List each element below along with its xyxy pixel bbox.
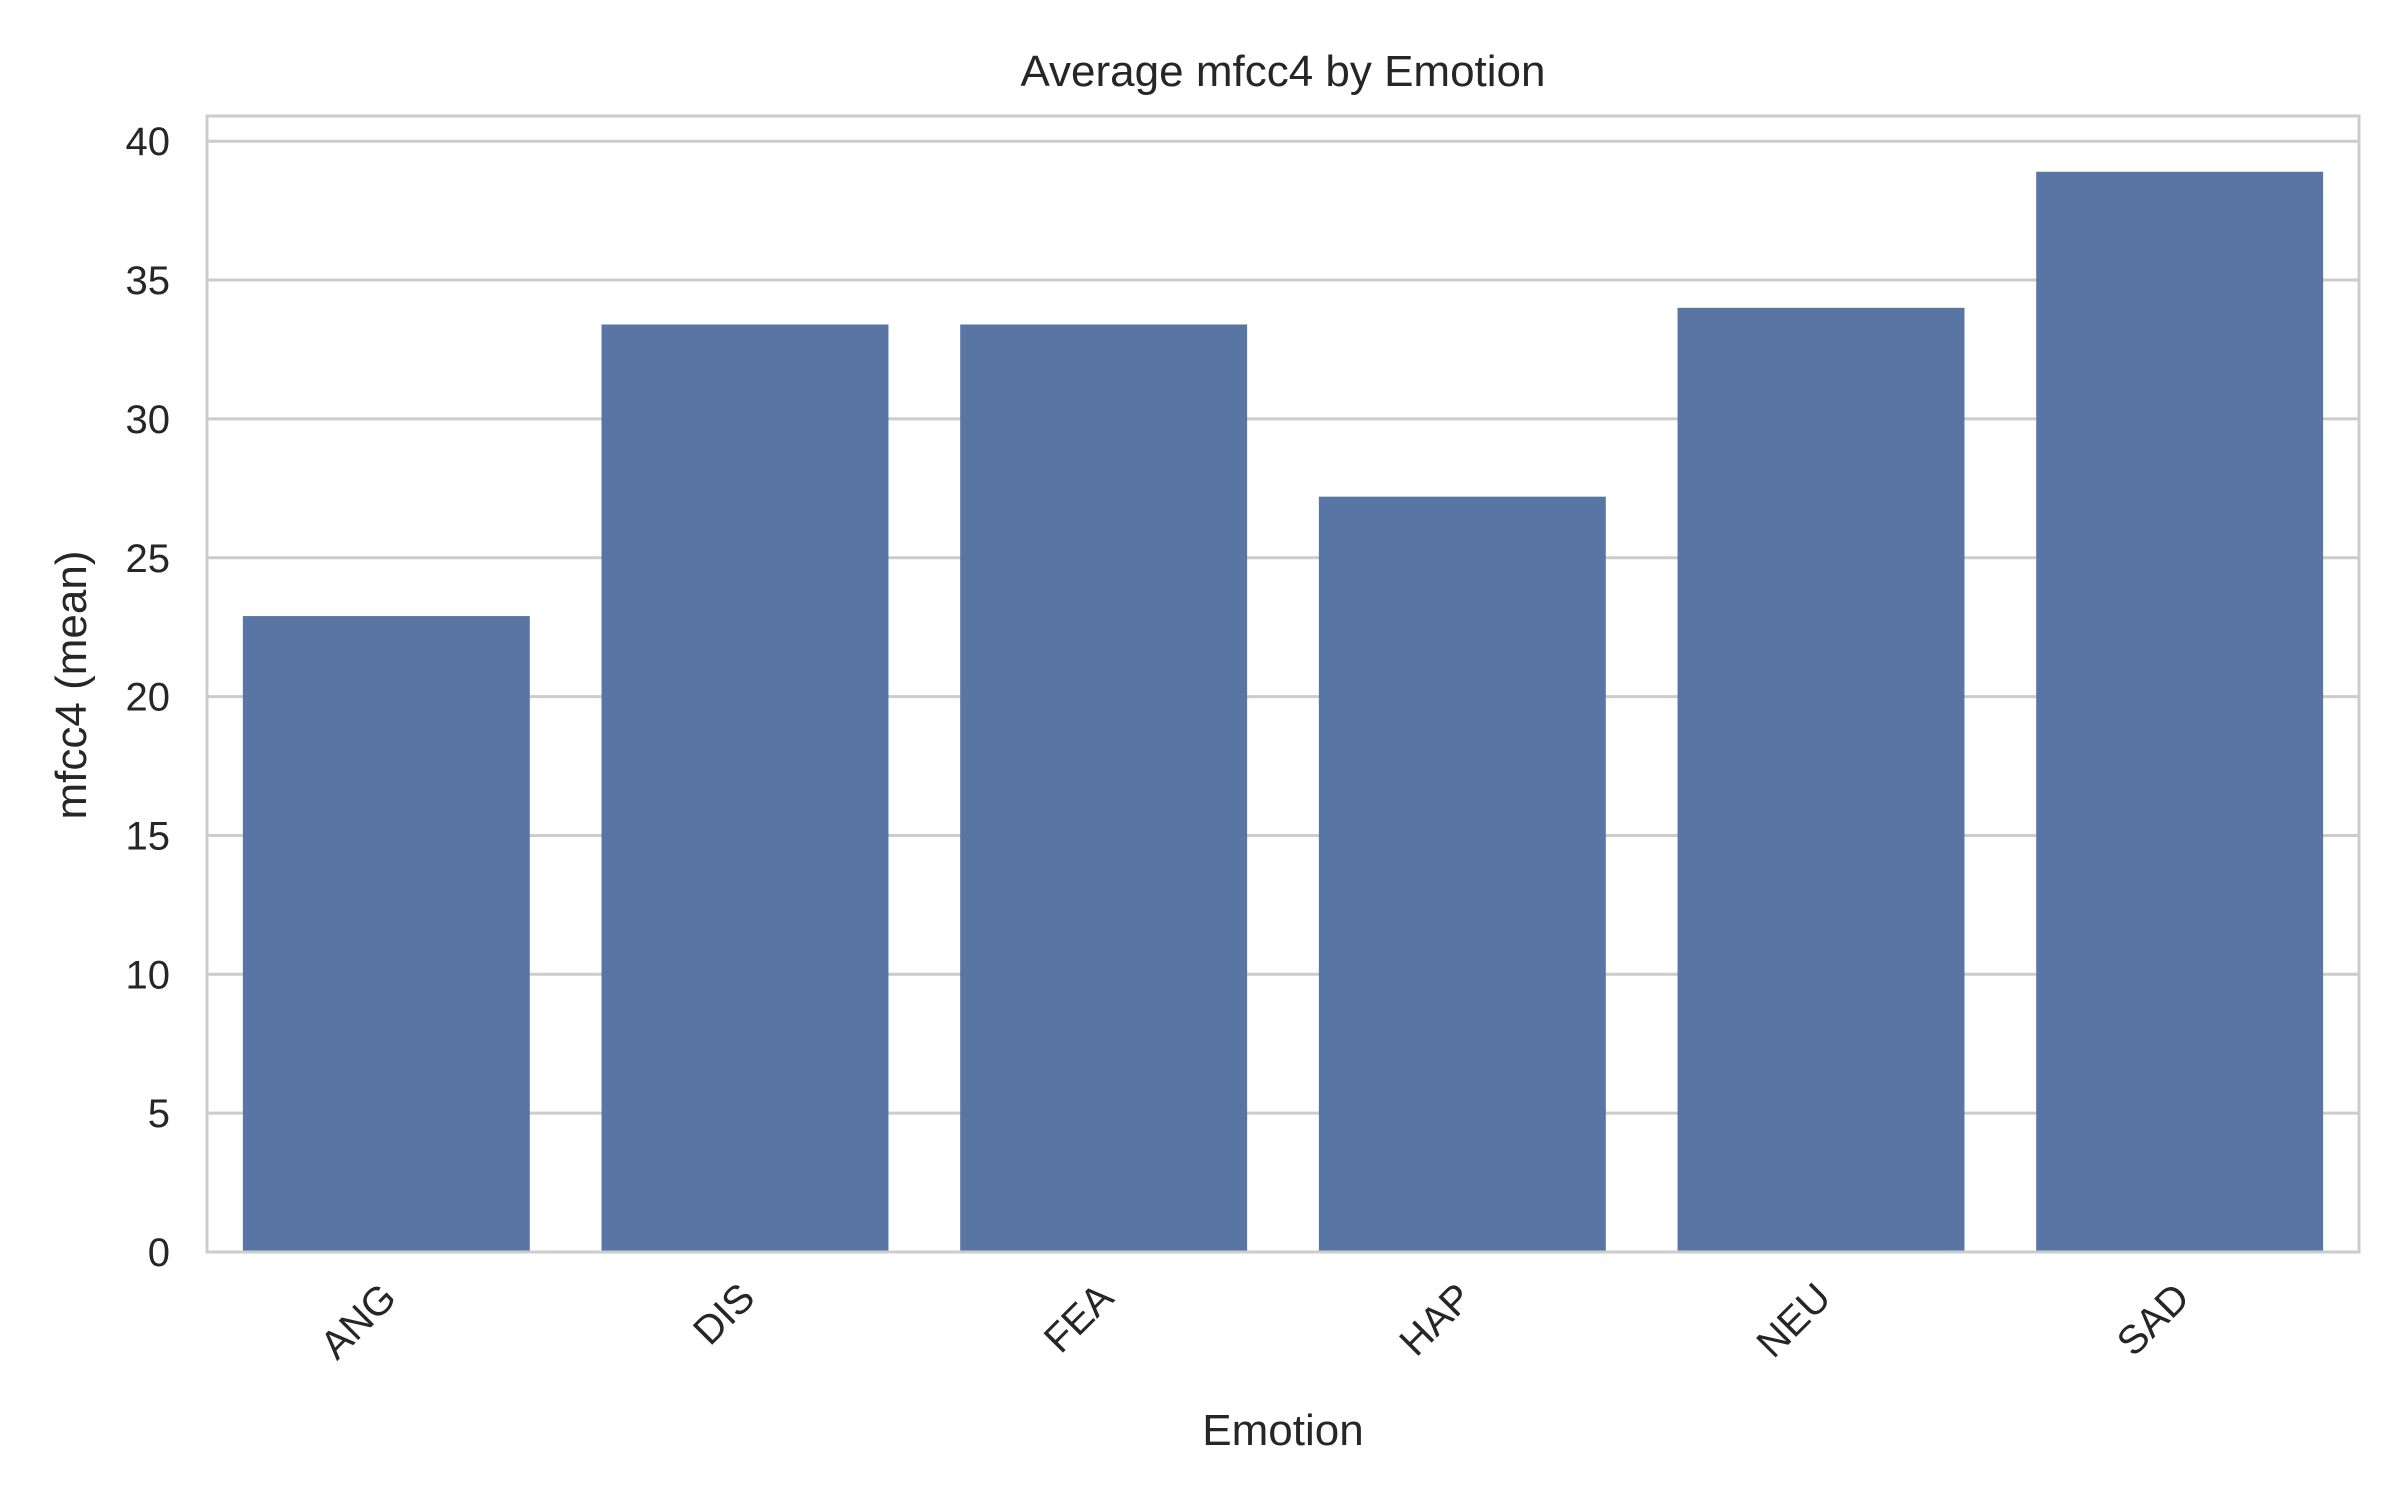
bars <box>242 171 2324 1253</box>
y-tick-labels: 0 5 10 15 20 25 30 35 40 <box>126 120 171 1275</box>
y-tick-label: 10 <box>126 953 171 997</box>
x-tick-label: FEA <box>1036 1275 1122 1361</box>
x-tick-label: SAD <box>2109 1275 2198 1364</box>
x-axis-label: Emotion <box>1202 1406 1363 1455</box>
y-tick-label: 25 <box>126 537 171 581</box>
y-axis-label: mfcc4 (mean) <box>47 551 96 820</box>
x-tick-labels: ANG DIS FEA HAP NEU SAD <box>312 1275 2198 1368</box>
gridlines <box>207 139 2359 1115</box>
y-tick-label: 35 <box>126 259 171 303</box>
bar-neu <box>1677 307 1965 1252</box>
x-tick-label: NEU <box>1749 1275 1840 1366</box>
y-tick-label: 40 <box>126 120 171 164</box>
x-tick-label: HAP <box>1391 1275 1480 1364</box>
bar-fea <box>960 324 1248 1252</box>
y-tick-label: 0 <box>148 1231 170 1275</box>
chart-title: Average mfcc4 by Emotion <box>1021 47 1546 96</box>
y-tick-label: 15 <box>126 814 171 858</box>
bar-hap <box>1318 496 1606 1252</box>
plot-frame <box>205 114 2361 1254</box>
y-tick-label: 5 <box>148 1092 170 1136</box>
y-tick-label: 30 <box>126 398 171 442</box>
bar-sad <box>2036 171 2324 1253</box>
bar-ang <box>242 616 530 1252</box>
bar-dis <box>601 324 889 1252</box>
x-tick-label: DIS <box>685 1275 763 1353</box>
y-tick-label: 20 <box>126 676 171 720</box>
x-tick-label: ANG <box>312 1275 404 1367</box>
